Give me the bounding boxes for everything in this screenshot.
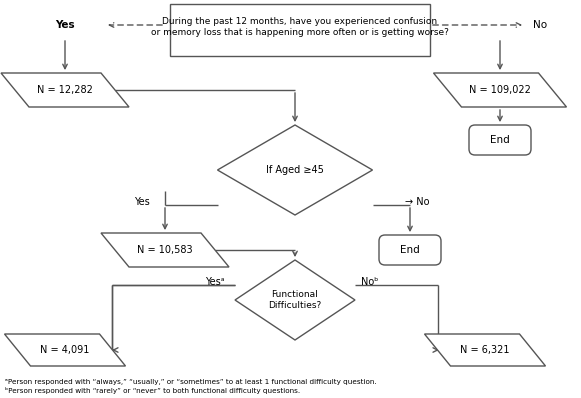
Text: N = 6,321: N = 6,321 [460,345,510,355]
Text: Functional
Difficulties?: Functional Difficulties? [268,290,322,310]
Text: During the past 12 months, have you experienced confusion
or memory loss that is: During the past 12 months, have you expe… [151,17,449,37]
Text: Yesᵃ: Yesᵃ [205,277,225,287]
Text: If Aged ≥45: If Aged ≥45 [266,165,324,175]
Polygon shape [217,125,372,215]
Text: End: End [400,245,420,255]
Polygon shape [425,334,546,366]
Polygon shape [235,260,355,340]
Text: Yes: Yes [134,197,150,207]
Bar [170,4,430,56]
Text: N = 10,583: N = 10,583 [137,245,193,255]
Text: ᵇPerson responded with “rarely” or “never” to both functional difficulty questio: ᵇPerson responded with “rarely” or “neve… [5,388,300,394]
FancyBboxPatch shape [379,235,441,265]
Text: Noᵇ: Noᵇ [361,277,379,287]
Text: End: End [490,135,510,145]
Polygon shape [1,73,129,107]
Text: N = 12,282: N = 12,282 [37,85,93,95]
Text: → No: → No [405,197,429,207]
FancyBboxPatch shape [469,125,531,155]
Text: Yes: Yes [55,20,75,30]
Polygon shape [5,334,125,366]
Text: No: No [533,20,547,30]
Text: ᵃPerson responded with “always,” “usually,” or “sometimes” to at least 1 functio: ᵃPerson responded with “always,” “usuall… [5,379,376,385]
Polygon shape [101,233,229,267]
Text: N = 4,091: N = 4,091 [40,345,89,355]
Polygon shape [433,73,566,107]
Text: N = 109,022: N = 109,022 [469,85,531,95]
